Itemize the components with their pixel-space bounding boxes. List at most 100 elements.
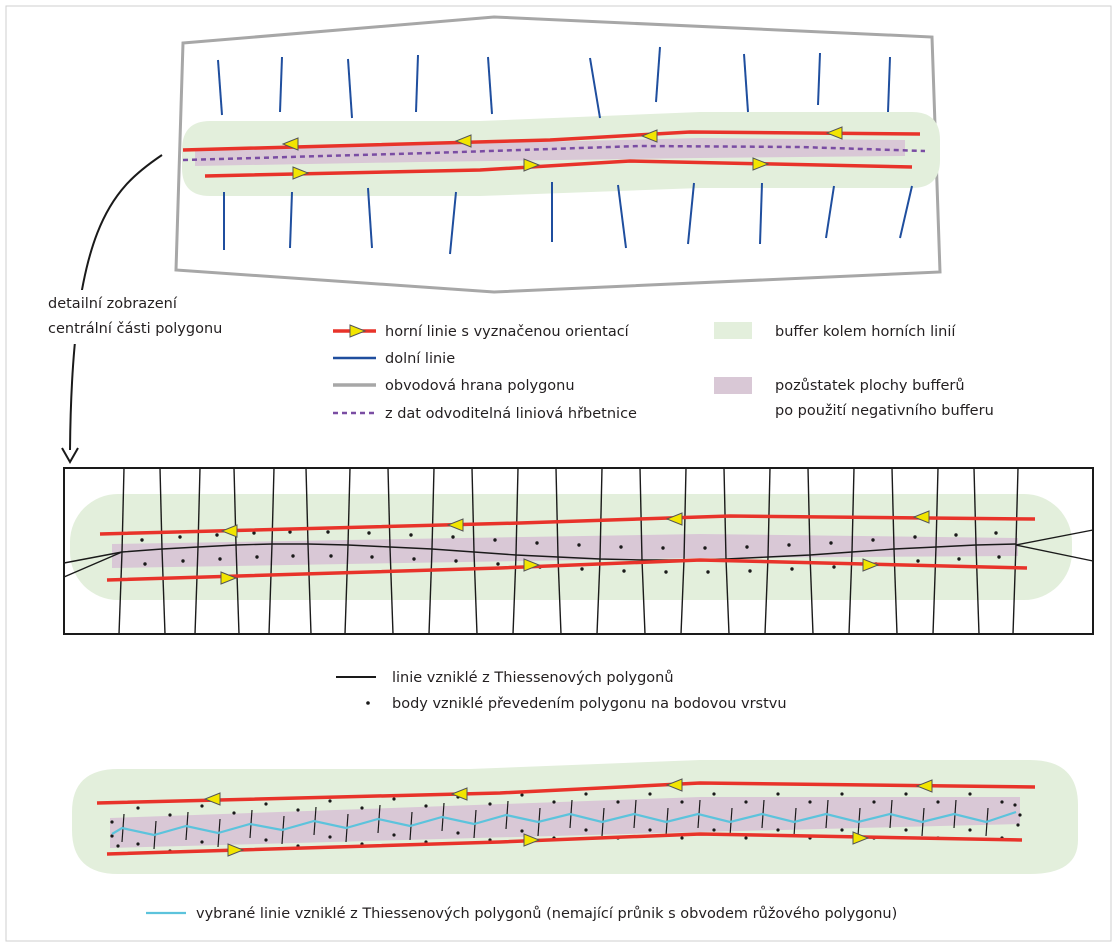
dot-icon xyxy=(744,800,748,804)
lower-line xyxy=(589,57,601,119)
thiessen-line xyxy=(764,556,769,635)
dot-icon xyxy=(1016,823,1020,827)
dot-icon xyxy=(110,820,114,824)
dot-icon xyxy=(110,834,114,838)
dot-icon xyxy=(360,806,364,810)
dot-icon xyxy=(370,555,374,559)
dot-icon xyxy=(215,533,219,537)
dot-icon xyxy=(680,836,684,840)
thiessen-line xyxy=(1015,544,1094,562)
lower-line xyxy=(825,185,835,239)
lower-line xyxy=(449,191,457,255)
legend-mid: linie vzniklé z Thiessenových polygonů b… xyxy=(336,670,787,712)
legend-buffer-swatch xyxy=(714,322,752,339)
dot-icon xyxy=(648,792,652,796)
thiessen-line xyxy=(891,467,895,550)
thiessen-line xyxy=(118,551,123,635)
dot-icon xyxy=(872,800,876,804)
legend-top: horní linie s vyznačenou orientací dolní… xyxy=(333,322,994,422)
dot-icon xyxy=(744,836,748,840)
triangle-arrow-icon xyxy=(349,324,367,338)
thiessen-line xyxy=(344,544,349,635)
dot-icon xyxy=(178,535,182,539)
triangle-arrow-icon xyxy=(203,792,221,806)
dot-icon xyxy=(584,792,588,796)
legend-bottom: vybrané linie vzniklé z Thiessenových po… xyxy=(146,906,897,922)
lower-line xyxy=(415,54,419,113)
thiessen-line xyxy=(431,467,435,550)
lower-line xyxy=(817,52,821,106)
thiessen-line xyxy=(723,467,727,560)
thiessen-line xyxy=(1015,467,1019,545)
thiessen-line xyxy=(515,467,519,556)
legend-upper-line-label: horní linie s vyznačenou orientací xyxy=(385,324,630,340)
lower-lines-group xyxy=(217,46,913,255)
dot-icon xyxy=(520,793,524,797)
thiessen-line xyxy=(194,546,199,635)
thiessen-line xyxy=(596,558,601,635)
lower-line xyxy=(743,53,749,113)
triangle-arrow-icon xyxy=(665,778,683,792)
dot-icon xyxy=(703,546,707,550)
thiessen-line xyxy=(271,467,275,545)
callout-line2: centrální části polygonu xyxy=(48,321,222,337)
dot-icon xyxy=(904,792,908,796)
dot-icon xyxy=(577,543,581,547)
legend-remnant-label-2: po použití negativního bufferu xyxy=(775,403,994,419)
triangle-arrow-icon xyxy=(640,129,658,143)
lower-line xyxy=(617,184,627,249)
arrows-group xyxy=(203,778,933,857)
triangle-arrow-icon xyxy=(825,126,843,140)
dot-icon xyxy=(232,811,236,815)
dot-icon xyxy=(424,804,428,808)
dot-icon xyxy=(1000,800,1004,804)
arrows-group xyxy=(281,126,843,180)
remnant-area xyxy=(195,138,905,166)
mid-remnant xyxy=(112,534,1018,568)
dot-icon xyxy=(252,531,256,535)
dot-icon xyxy=(296,808,300,812)
thiessen-line xyxy=(767,467,771,558)
triangle-arrow-icon xyxy=(862,558,880,572)
dot-icon xyxy=(409,533,413,537)
thiessen-line xyxy=(641,559,646,635)
thiessen-line xyxy=(851,467,855,553)
dot-icon xyxy=(664,570,668,574)
dot-icon xyxy=(535,541,539,545)
lower-line xyxy=(655,46,661,103)
triangle-arrow-icon xyxy=(752,157,770,171)
selected-thiessen-line xyxy=(111,810,1017,837)
triangle-arrow-icon xyxy=(665,512,683,526)
mid-upper-line-a xyxy=(99,514,1036,536)
thiessen-line xyxy=(848,551,853,635)
lower-line xyxy=(487,56,493,115)
dot-icon xyxy=(218,557,222,561)
dot-icon xyxy=(871,538,875,542)
thiessen-line xyxy=(680,559,685,635)
thiessen-line xyxy=(389,546,394,635)
legend-lower-line-label: dolní linie xyxy=(385,351,455,367)
dot-icon xyxy=(748,569,752,573)
legend-remnant-label-1: pozůstatek plochy bufferů xyxy=(775,378,965,394)
thiessen-line xyxy=(932,546,937,635)
dot-icon xyxy=(493,538,497,542)
triangle-arrow-icon xyxy=(220,524,238,538)
dot-icon xyxy=(916,559,920,563)
dot-icon xyxy=(496,562,500,566)
thiessen-line xyxy=(268,543,273,635)
dot-icon xyxy=(200,804,204,808)
dot-icon xyxy=(957,557,961,561)
callout-arrowhead xyxy=(61,447,79,465)
thiessen-line xyxy=(63,551,123,578)
arrows-group xyxy=(220,510,930,585)
triangle-arrow-icon xyxy=(915,779,933,793)
dot-icon xyxy=(412,557,416,561)
dot-icon xyxy=(488,802,492,806)
callout-line1: detailní zobrazení xyxy=(48,296,178,312)
bottom-panel xyxy=(72,760,1078,874)
thiessen-line xyxy=(683,467,687,561)
dot-icon xyxy=(584,828,588,832)
dot-icon xyxy=(616,800,620,804)
triangle-arrow-icon xyxy=(912,510,930,524)
triangle-arrow-icon xyxy=(523,558,541,572)
